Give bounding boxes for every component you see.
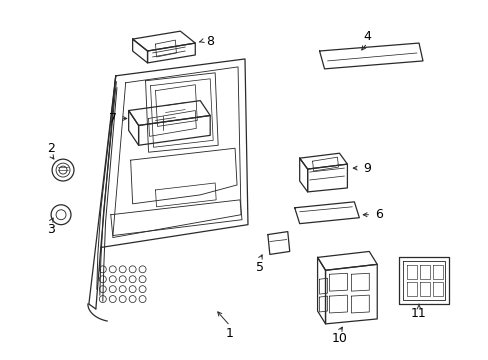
- Text: 11: 11: [410, 307, 426, 320]
- Text: 6: 6: [374, 208, 383, 221]
- Text: 4: 4: [363, 30, 370, 42]
- Text: 3: 3: [47, 223, 55, 236]
- Text: 10: 10: [331, 332, 346, 345]
- Text: 2: 2: [47, 142, 55, 155]
- Text: 8: 8: [206, 35, 214, 48]
- Text: 7: 7: [108, 112, 117, 125]
- Text: 5: 5: [255, 261, 264, 274]
- Text: 1: 1: [225, 327, 234, 340]
- Text: 9: 9: [363, 162, 370, 175]
